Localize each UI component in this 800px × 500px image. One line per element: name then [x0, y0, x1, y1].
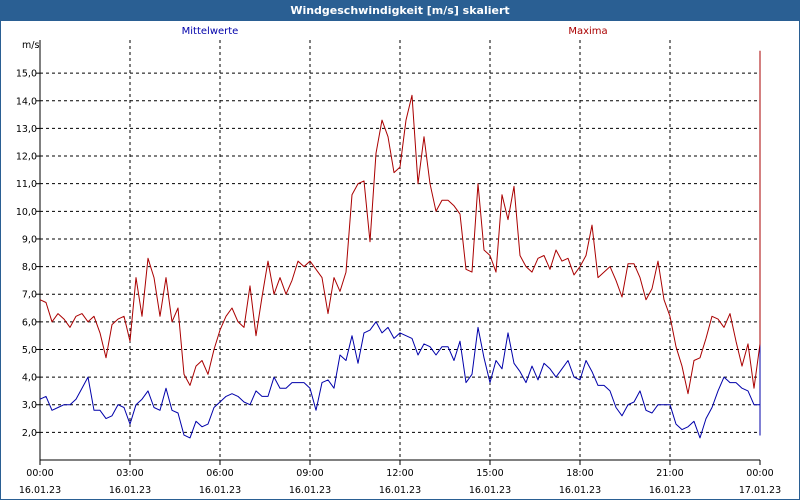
- y-tick-label-2: 4,0: [22, 373, 37, 384]
- y-tick-label-10: 12,0: [16, 152, 37, 163]
- series-lines: [39, 50, 761, 439]
- x-tick-date-3: 16.01.23: [289, 485, 331, 496]
- y-axis-unit-label: m/s: [22, 40, 39, 51]
- series-line-maxima: [39, 50, 761, 395]
- y-tick-label-7: 9,0: [22, 234, 37, 245]
- x-tick-labels: 00:00 16.01.23 03:00 16.01.23 06:00 16.01.23 0…: [19, 468, 781, 496]
- x-tick-date-4: 16.01.23: [379, 485, 421, 496]
- y-tick-label-5: 7,0: [22, 290, 37, 301]
- x-tick-date-2: 16.01.23: [199, 485, 241, 496]
- x-tick-date-7: 16.01.23: [649, 485, 691, 496]
- x-tick-time-3: 09:00: [296, 468, 323, 479]
- y-tick-labels: 2,0 3,0 4,0 5,0 6,0 7,0 8,0 9,0 10,0 11,0 12,0 13,0…: [16, 69, 37, 439]
- x-tick-time-0: 00:00: [26, 468, 53, 479]
- y-tick-label-8: 10,0: [16, 207, 37, 218]
- y-tick-label-3: 5,0: [22, 345, 37, 356]
- grid: [36, 40, 761, 465]
- y-tick-label-9: 11,0: [16, 179, 37, 190]
- y-tick-label-1: 3,0: [22, 400, 37, 411]
- x-tick-date-5: 16.01.23: [469, 485, 511, 496]
- x-tick-time-2: 06:00: [206, 468, 233, 479]
- x-tick-date-1: 16.01.23: [109, 485, 151, 496]
- x-tick-time-7: 21:00: [656, 468, 683, 479]
- x-tick-time-4: 12:00: [386, 468, 413, 479]
- x-tick-date-0: 16.01.23: [19, 485, 61, 496]
- chart-title: Windgeschwindigkeit [m/s] skaliert: [1, 1, 799, 21]
- x-tick-time-6: 18:00: [566, 468, 593, 479]
- x-tick-time-5: 15:00: [476, 468, 503, 479]
- x-tick-time-1: 03:00: [116, 468, 143, 479]
- legend-maxima: Maxima: [568, 26, 607, 37]
- y-tick-label-13: 15,0: [16, 69, 37, 80]
- y-tick-label-11: 13,0: [16, 124, 37, 135]
- y-tick-label-4: 6,0: [22, 317, 37, 328]
- y-tick-label-12: 14,0: [16, 96, 37, 107]
- legend-mittelwerte: Mittelwerte: [182, 26, 239, 37]
- y-tick-label-0: 2,0: [22, 428, 37, 439]
- x-tick-date-6: 16.01.23: [559, 485, 601, 496]
- x-tick-time-8: 00:00: [746, 468, 773, 479]
- y-tick-label-6: 8,0: [22, 262, 37, 273]
- x-tick-date-8: 17.01.23: [739, 485, 781, 496]
